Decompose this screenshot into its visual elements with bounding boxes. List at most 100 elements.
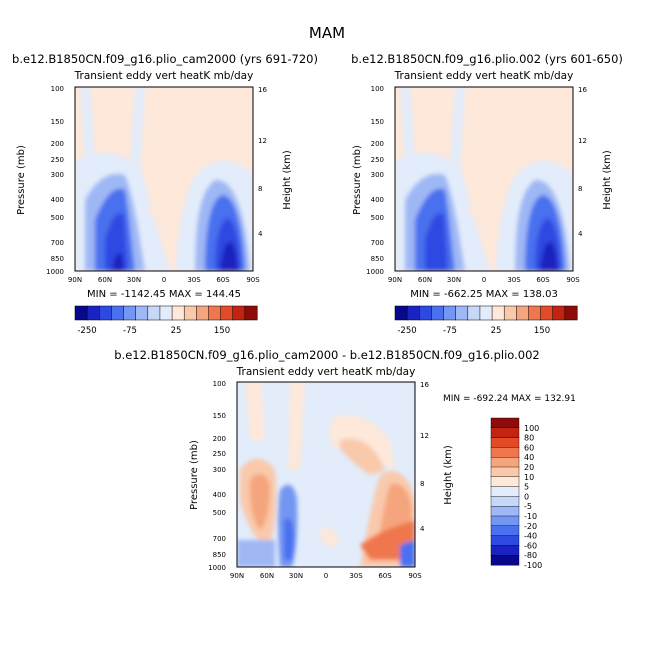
cbar-tick-right-1: -250 (397, 326, 416, 336)
colorbar-swatch (540, 305, 554, 321)
y2tick-right-8: 8 (578, 185, 582, 193)
ytick-right-700: 700 (371, 239, 384, 247)
ytick-diff-850: 850 (213, 551, 226, 559)
colorbar-swatch (86, 305, 100, 321)
colorbar-diff-label: 10 (524, 473, 534, 482)
xtick-diff-30N: 30N (289, 572, 303, 580)
cbar-tick-right-2: -75 (443, 326, 457, 336)
ytick-right-500: 500 (371, 214, 384, 222)
xtick-diff-90N: 90N (230, 572, 244, 580)
y2label-left: Height (km) (282, 150, 293, 210)
y2label-right: Height (km) (602, 150, 613, 210)
colorbar-diff-label: -5 (524, 502, 532, 511)
cbar-tick-right-3: 25 (491, 326, 502, 336)
colorbar-swatch (455, 305, 469, 321)
xtick-left-60S: 60S (216, 276, 230, 284)
colorbar-diff-label: -40 (524, 532, 537, 541)
colorbar-swatch (490, 555, 520, 566)
colorbar-swatch (490, 535, 520, 546)
ytick-right-200: 200 (371, 140, 384, 148)
ytick-right-150: 150 (371, 118, 384, 126)
plot-frame-left (74, 86, 254, 272)
ylabel-right: Pressure (mb) (352, 145, 363, 215)
ytick-right-400: 400 (371, 196, 384, 204)
colorbar-swatch (552, 305, 566, 321)
colorbar-swatch (419, 305, 432, 321)
colorbar-swatch (490, 515, 520, 527)
colorbar-swatch (490, 486, 520, 497)
colorbar-swatch (196, 305, 210, 321)
colorbar-swatch (99, 305, 112, 321)
colorbar-swatch (479, 305, 493, 321)
ytick-left-700: 700 (51, 239, 64, 247)
ytick-right-250: 250 (371, 156, 384, 164)
colorbar-swatch (183, 305, 197, 321)
ylabel-diff: Pressure (mb) (189, 440, 200, 510)
cbar-tick-right-4: 150 (534, 326, 550, 336)
ytick-diff-500: 500 (213, 509, 226, 517)
panel-right: b.e12.B1850CN.f09_g16.plio.002 (yrs 601-… (351, 52, 623, 336)
xtick-diff-30S: 30S (349, 572, 363, 580)
ytick-left-300: 300 (51, 171, 64, 179)
colorbar-swatch (467, 305, 481, 321)
stats-diff: MIN = -692.24 MAX = 132.91 (443, 394, 576, 404)
colorbar-diff-label: 5 (524, 483, 529, 492)
colorbar-swatch (490, 457, 520, 468)
ytick-diff-150: 150 (213, 412, 226, 420)
ytick-diff-200: 200 (213, 435, 226, 443)
colorbar-right (394, 305, 578, 321)
colorbar-swatch (490, 437, 520, 448)
xtick-right-90N: 90N (388, 276, 402, 284)
colorbar-diff-label: 0 (524, 492, 529, 501)
colorbar-swatch (123, 305, 137, 321)
field-left (75, 87, 253, 271)
colorbar-swatch (244, 305, 258, 321)
ytick-left-1000: 1000 (46, 268, 64, 276)
ytick-left-100: 100 (51, 85, 64, 93)
colorbar-swatch (503, 305, 517, 321)
colorbar-diff-label: 40 (524, 453, 534, 462)
colorbar-swatch (490, 545, 520, 556)
colorbar-swatch (490, 447, 520, 458)
colorbar-swatch (516, 305, 530, 321)
xtick-left-90S: 90S (246, 276, 260, 284)
xtick-left-30S: 30S (187, 276, 201, 284)
ytick-diff-100: 100 (213, 380, 226, 388)
y2tick-right-16: 16 (578, 86, 587, 94)
ytick-right-1000: 1000 (366, 268, 384, 276)
y2label-diff: Height (km) (443, 445, 454, 505)
colorbar-diff-label: 80 (524, 434, 534, 443)
colorbar-diff-label: -20 (524, 522, 537, 531)
colorbar-diff-label: -80 (524, 551, 537, 560)
y2tick-diff-8: 8 (420, 480, 424, 488)
colorbar-swatch (171, 305, 185, 321)
cbar-tick-left-1: -250 (77, 326, 96, 336)
xtick-left-90N: 90N (68, 276, 82, 284)
colorbar-swatch (564, 305, 578, 321)
page-title: MAM (309, 24, 345, 42)
colorbar-diff-label: -100 (524, 561, 542, 570)
ytick-left-250: 250 (51, 156, 64, 164)
xtick-diff-0: 0 (324, 572, 328, 580)
colorbar-swatch (147, 305, 161, 321)
xtick-diff-90S: 90S (408, 572, 422, 580)
colorbar-swatch (111, 305, 125, 321)
ytick-right-100: 100 (371, 85, 384, 93)
colorbar-left (74, 305, 258, 321)
panel-diff: b.e12.B1850CN.f09_g16.plio_cam2000 - b.e… (114, 348, 576, 580)
subtitle-right: Transient eddy vert heatK mb/day (394, 70, 574, 82)
y2tick-left-16: 16 (258, 86, 267, 94)
panel-left: b.e12.B1850CN.f09_g16.plio_cam2000 (yrs … (12, 52, 318, 336)
xtick-diff-60N: 60N (260, 572, 274, 580)
xtick-right-60S: 60S (536, 276, 550, 284)
subtitle-diff: Transient eddy vert heatK mb/day (236, 366, 416, 378)
colorbar-diff-label: 100 (524, 424, 539, 433)
colorbar-swatch (208, 305, 222, 321)
field-diff (237, 382, 415, 567)
xtick-right-60N: 60N (418, 276, 432, 284)
plot-area-left (75, 87, 253, 271)
colorbar-swatch (490, 476, 520, 488)
colorbar-swatch (232, 305, 246, 321)
